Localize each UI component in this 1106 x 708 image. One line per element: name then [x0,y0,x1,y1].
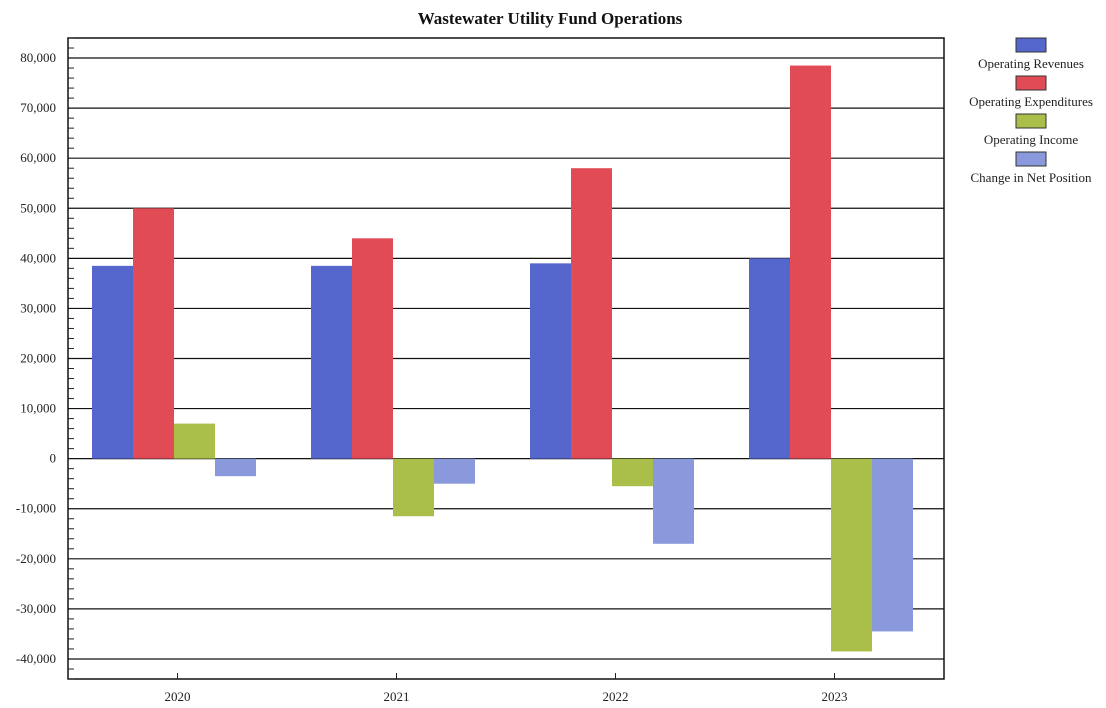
y-tick-label: 10,000 [20,401,56,416]
bars-layer [92,65,913,652]
grid-layer [68,57,944,660]
bar [612,458,653,487]
plot-frame [67,37,945,680]
bar [434,458,475,484]
y-tick-label: -20,000 [16,551,56,566]
bar [571,168,612,459]
bar [92,265,133,459]
y-tick-label: -40,000 [16,651,56,666]
legend-label: Change in Net Position [971,170,1092,185]
legend-swatch [1015,37,1047,53]
y-tick-label: -30,000 [16,601,56,616]
legend-label: Operating Income [984,132,1078,147]
bar [311,265,352,459]
legend: Operating Revenues Operating Expenditures… [969,37,1093,185]
ticks-layer: 80,000 70,000 60,000 50,000 40,000 30,000 20,0… [16,37,848,704]
x-tick-label: 2020 [165,689,191,704]
y-tick-label: 20,000 [20,351,56,366]
chart-title: Wastewater Utility Fund Operations [418,9,683,28]
bar [530,263,571,459]
y-tick-label: 60,000 [20,150,56,165]
bar [215,458,256,477]
y-tick-label: 0 [50,451,57,466]
bar [790,65,831,459]
y-tick-label: 80,000 [20,50,56,65]
legend-swatch [1015,75,1047,91]
legend-swatch [1015,151,1047,167]
y-tick-label: 30,000 [20,300,56,315]
bar [749,258,790,459]
y-tick-label: 70,000 [20,100,56,115]
bar [133,208,174,459]
bar [653,458,694,544]
x-tick-label: 2022 [603,689,629,704]
legend-swatch [1015,113,1047,129]
bar [393,458,434,517]
legend-label: Operating Revenues [978,56,1084,71]
bar [352,238,393,459]
y-tick-label: 40,000 [20,250,56,265]
bar [872,458,913,632]
bar [174,423,215,459]
x-tick-label: 2023 [822,689,848,704]
y-tick-label: -10,000 [16,501,56,516]
bar [831,458,872,652]
y-tick-label: 50,000 [20,200,56,215]
legend-label: Operating Expenditures [969,94,1093,109]
x-tick-label: 2021 [384,689,410,704]
